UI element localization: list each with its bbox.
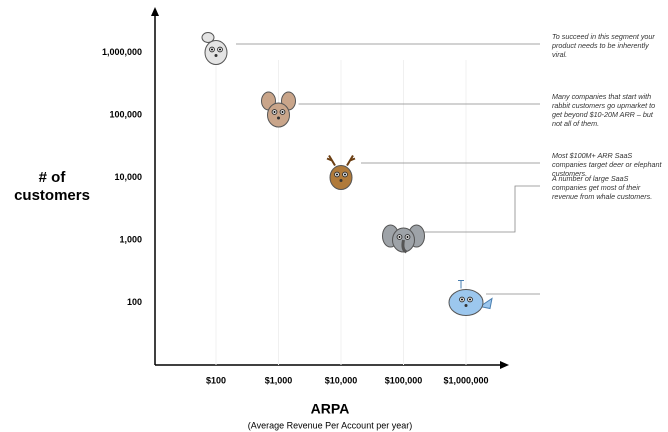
page: # of customers ARPA (Average Revenue Per… [0,0,668,432]
annotation: A number of large SaaS companies get mos… [552,174,664,201]
chart: # of customers ARPA (Average Revenue Per… [0,0,668,432]
pupil [344,174,346,176]
pupil [407,236,409,238]
x-tick-label: $1,000 [265,375,293,385]
annotation: To succeed in this segment your product … [552,32,664,59]
annotation: Many companies that start with rabbit cu… [552,92,664,128]
y-tick-label: 10,000 [114,172,142,182]
pupil [469,299,471,301]
x-arrow [500,361,509,369]
y-tick-label: 1,000,000 [102,47,142,57]
y-arrow [151,7,159,16]
spout [458,281,464,289]
x-tick-label: $100,000 [385,375,423,385]
x-label: ARPA [311,401,350,417]
nose [277,117,280,120]
body [205,41,227,65]
pupil [219,49,221,51]
nose [340,179,343,182]
y-label: customers [14,187,90,204]
x-tick-label: $1,000,000 [443,375,488,385]
x-tick-label: $100 [206,375,226,385]
y-tick-label: 100,000 [109,109,142,119]
y-tick-label: 1,000 [119,234,142,244]
animal-icon [383,225,425,252]
pupil [282,111,284,113]
body [449,290,483,316]
nose [215,54,218,57]
animal-icon [202,33,227,65]
x-sublabel: (Average Revenue Per Account per year) [248,420,412,430]
pupil [211,49,213,51]
leader-line [424,186,541,232]
y-tick-label: 100 [127,297,142,307]
pupil [461,299,463,301]
nose [465,304,468,307]
y-label: # of [39,169,67,186]
x-tick-label: $10,000 [325,375,358,385]
pupil [336,174,338,176]
animal-icon [449,281,492,316]
body [330,166,352,190]
pupil [399,236,401,238]
body [268,103,290,127]
pupil [274,111,276,113]
